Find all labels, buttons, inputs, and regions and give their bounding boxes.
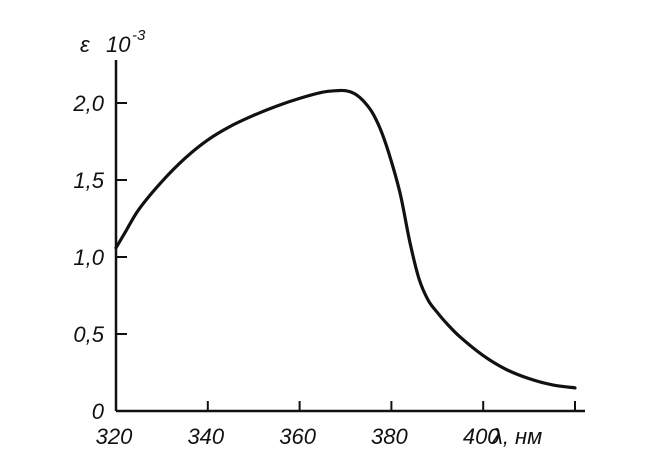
y-tick-label: 1,0 [73, 245, 104, 270]
y-axis-exponent: -3 [132, 27, 146, 44]
x-tick-label: 320 [96, 424, 133, 449]
y-tick-label: 0 [92, 399, 105, 424]
series [114, 88, 577, 390]
y-tick-label: 0,5 [73, 322, 104, 347]
series-line [114, 88, 577, 390]
tick-labels: 320 340 360 380 400 0 0,5 1,0 1,5 2,0 [72, 91, 500, 449]
x-tick-label: 340 [187, 424, 224, 449]
axes [114, 60, 585, 413]
x-tick-label: 400 [463, 424, 500, 449]
y-tick-label: 2,0 [72, 91, 104, 116]
x-tick-label: 360 [279, 424, 316, 449]
ticks [115, 102, 576, 412]
y-axis-scale: 10 [106, 32, 131, 57]
x-axis-label: λ, нм [491, 424, 542, 449]
x-tick-label: 380 [371, 424, 408, 449]
y-tick-label: 1,5 [73, 168, 104, 193]
y-axis-symbol: ε [80, 32, 90, 57]
